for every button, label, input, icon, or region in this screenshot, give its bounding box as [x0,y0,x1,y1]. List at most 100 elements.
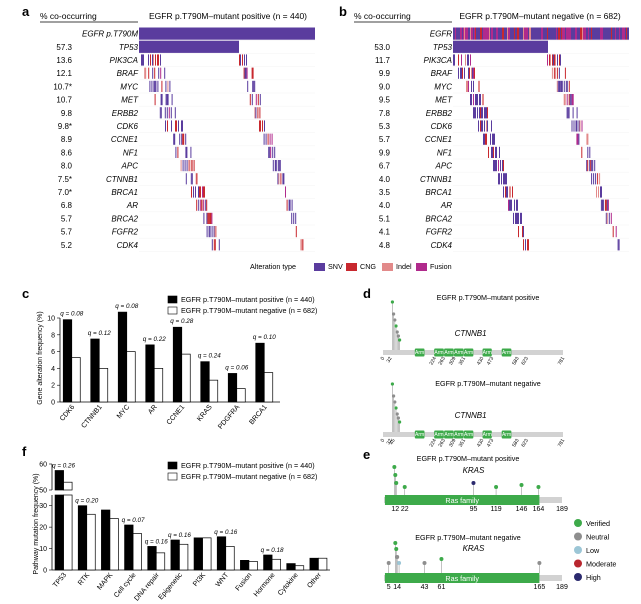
panel-d-tick: 0 [380,356,387,362]
alteration-cell [523,239,524,251]
alteration-cell [171,120,172,132]
egfr-cell [578,27,580,40]
f-q-annotation: q = 0.16 [145,538,168,545]
pct-9: 9.9 [379,148,391,157]
alteration-cell [502,160,503,172]
egfr-cell [568,27,569,40]
egfr-cell [569,27,571,40]
f-bar-WNT-s1 [225,546,235,571]
alteration-cell [504,173,505,185]
alteration-cell [252,80,254,92]
mutation-dot [392,394,396,398]
alteration-cell [491,146,492,158]
egfr-cell [593,27,595,40]
egfr-cell [558,27,560,40]
alteration-cell [498,173,499,185]
pct-13: 6.8 [61,201,73,210]
alteration-cell [257,94,259,106]
alteration-cell [181,120,182,132]
alteration-cell [493,133,495,145]
egfr-cell [486,27,487,40]
pct-10: 6.7 [379,162,391,171]
egfr-cell [471,27,472,40]
f-xtick-label: RTK [77,572,91,587]
alteration-cell [152,67,154,79]
alteration-cell [211,212,213,224]
mutation-dot [471,481,476,485]
alteration-cell [610,212,612,224]
alteration-cell [264,120,265,132]
alteration-cell [458,54,459,66]
alteration-cell [606,199,608,211]
panel-b-title: EGFR p.T790M–mutant negative (n = 682) [459,11,621,21]
c-q-annotation: q = 0.28 [170,318,193,325]
alteration-cell [488,146,489,158]
egfr-cell [467,27,468,40]
mutation-dot [393,400,397,404]
alteration-cell [492,133,493,145]
f-bar-Cell cycle-s0 [124,524,134,571]
alteration-cell [495,146,497,158]
panel-e-top-title: EGFR p.T790M–mutant positive [417,454,520,463]
panel-d-tick: 430 [476,438,485,448]
f-bar-DNA repair-s0 [147,546,157,571]
alteration-cell [587,160,589,172]
pct-1: 57.3 [56,43,72,52]
alteration-cell [518,212,519,224]
alteration-cell [286,199,288,211]
panel-f-legend-pos: EGFR p.T790M–mutant positive (n = 440) [181,461,315,470]
alteration-cell [458,67,459,79]
panel-c-legend: EGFR p.T790M–mutant positive (n = 440) E… [167,295,317,315]
egfr-cell [571,27,573,40]
alteration-cell [213,226,215,238]
ras-family-domain [384,495,540,505]
pct-4: 9.0 [379,82,391,91]
arm-domain [463,430,474,439]
alteration-cell [196,173,198,185]
alteration-cell [578,133,580,145]
panel-f-legend-neg: EGFR p.T790M–mutant negative (n = 682) [181,472,317,481]
alteration-cell [149,80,151,92]
gene-label-11: CTNNB1 [106,175,138,184]
alteration-cell [473,94,474,106]
alteration-cell [547,54,548,66]
egfr-cell [529,27,531,40]
alteration-cell [208,212,210,224]
alteration-cell [185,146,188,158]
panel-c-legend-neg: EGFR p.T790M–mutant negative (n = 682) [181,306,317,315]
alteration-cell [165,80,167,92]
alteration-cell [518,226,519,238]
alteration-cell [558,80,561,92]
gene-label-7: CDK6 [117,122,139,131]
pct-16: 4.8 [379,241,391,250]
panel-d-tick: 0 [380,438,387,444]
mutation-dot [537,561,542,565]
c-bar-CTNNB1-s0 [90,338,100,403]
alteration-cell [517,199,518,211]
panel-d-tick: 224 [428,356,437,366]
f-xtick-label: PI3K [192,572,207,588]
arm-domain [501,430,512,439]
egfr-cell [487,27,489,40]
alteration-cell [285,186,286,198]
alteration-cell [178,120,179,132]
ras-family-domain [384,573,540,583]
egfr-cell [566,27,568,40]
arm-domain-label: Arm [454,350,463,356]
alteration-cell [572,107,574,119]
alteration-cell [607,199,609,211]
arm-domain-label: Arm [415,432,424,438]
alteration-cell [589,146,591,158]
alteration-cell [506,186,508,198]
alteration-cell [247,80,249,92]
egfr-cell [526,27,528,40]
egfr-row-band [139,27,315,40]
egfr-cell [515,27,517,40]
alteration-cell [246,67,248,79]
mutation-effect-legend: Verified Neutral Low Moderate High [574,519,616,582]
arm-domain [444,348,454,357]
arm-domain [453,348,464,357]
panel-f-ylabel: Pathway mutation frequency (%) [33,473,40,574]
panel-d-top-title: EGFR p.T790M–mutant positive [437,293,540,302]
panel-e-tick: 146 [516,506,528,513]
